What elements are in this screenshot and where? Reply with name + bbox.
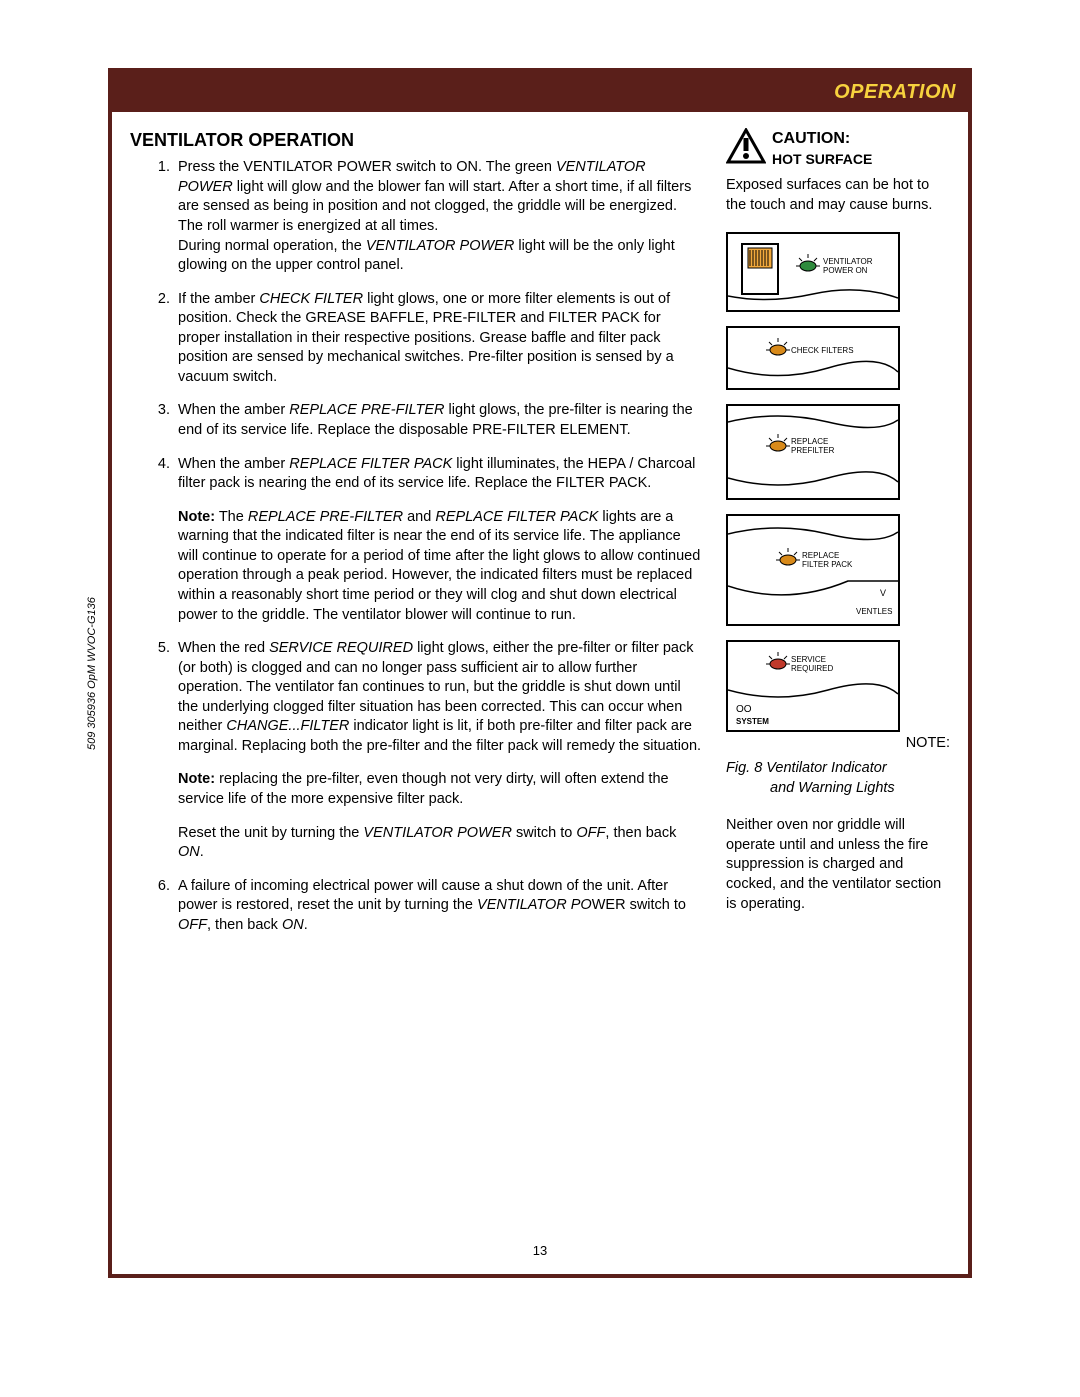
section-header: OPERATION [112,72,968,112]
step-1: Press the VENTILATOR POWER switch to ON.… [174,158,702,275]
svg-text:FILTER PACK: FILTER PACK [802,560,853,569]
svg-text:SYSTEM: SYSTEM [736,717,769,726]
step-2: If the amber CHECK FILTER light glows, o… [174,290,702,388]
svg-text:REPLACE: REPLACE [791,437,828,446]
svg-text:SERVICE: SERVICE [791,655,826,664]
panel-check-filters: CHECK FILTERS [726,326,900,390]
panel-ventilator-power: VENTILATOR POWER ON [726,232,900,312]
svg-text:POWER ON: POWER ON [823,266,868,275]
svg-text:VENTILATOR: VENTILATOR [823,257,873,266]
step-5: When the red SERVICE REQUIRED light glow… [174,639,702,863]
svg-text:REQUIRED: REQUIRED [791,664,833,673]
doc-code: 509 305936 OpM WVOC-G136 [86,597,98,750]
page-frame: OPERATION VENTILATOR OPERATION Press the… [108,68,972,1278]
steps-list: Press the VENTILATOR POWER switch to ON.… [130,158,702,935]
caution-text: CAUTION: HOT SURFACE [772,128,872,168]
figure-caption: Fig. 8 Ventilator Indicator and Warning … [726,759,950,798]
svg-text:REPLACE: REPLACE [802,551,839,560]
page-number: 13 [112,1243,968,1258]
note-label: NOTE: [726,734,950,754]
svg-text:OO: OO [736,704,752,715]
svg-text:CHECK FILTERS: CHECK FILTERS [791,346,854,355]
main-column: VENTILATOR OPERATION Press the VENTILATO… [130,128,702,949]
panel-replace-prefilter: REPLACE PREFILTER [726,404,900,500]
panel-service-required: SERVICE REQUIRED OO SYSTEM [726,640,900,732]
right-paragraph: Neither oven nor griddle will operate un… [726,816,950,914]
step-6: A failure of incoming electrical power w… [174,877,702,936]
svg-text:V: V [880,588,886,598]
caution-body: Exposed surfaces can be hot to the touch… [726,176,950,215]
panel-replace-filter-pack: REPLACE FILTER PACK V VENTLES [726,514,900,626]
section-title: OPERATION [834,81,956,104]
page-title: VENTILATOR OPERATION [130,128,702,152]
caution-icon [726,128,766,164]
step-4: When the amber REPLACE FILTER PACK light… [174,455,702,626]
svg-text:PREFILTER: PREFILTER [791,446,835,455]
step-3: When the amber REPLACE PRE-FILTER light … [174,401,702,440]
svg-text:VENTLES: VENTLES [856,607,892,616]
side-column: CAUTION: HOT SURFACE Exposed surfaces ca… [726,128,950,949]
